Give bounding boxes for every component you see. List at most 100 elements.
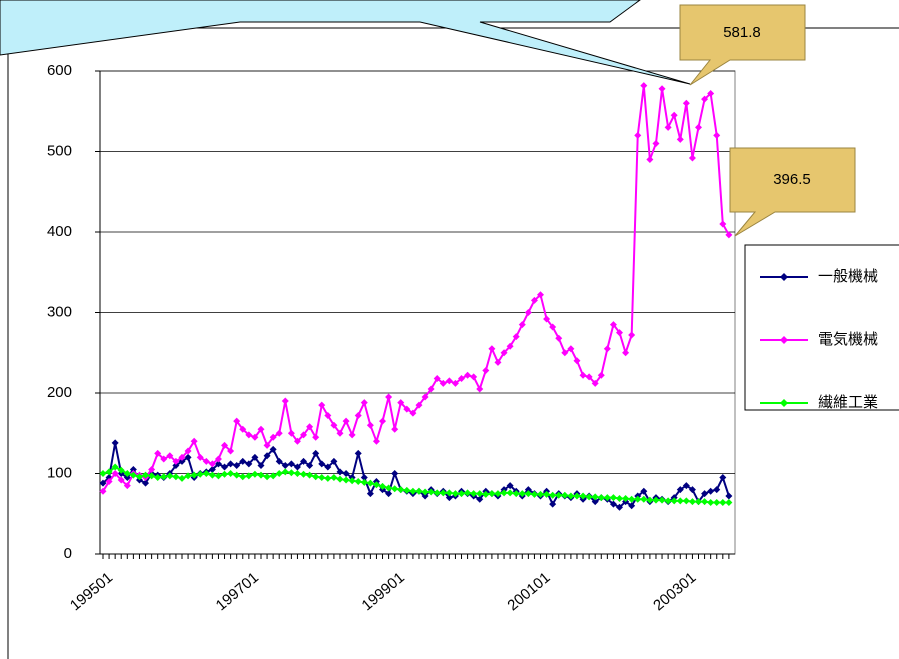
marker bbox=[208, 471, 216, 479]
marker bbox=[275, 429, 283, 437]
legend-box bbox=[744, 244, 899, 411]
marker bbox=[518, 490, 526, 498]
marker bbox=[160, 473, 168, 481]
marker bbox=[324, 412, 332, 420]
marker bbox=[281, 397, 289, 405]
marker bbox=[543, 315, 551, 323]
marker bbox=[640, 487, 648, 495]
marker bbox=[184, 453, 192, 461]
marker bbox=[445, 494, 453, 502]
marker bbox=[707, 498, 715, 506]
marker bbox=[300, 431, 308, 439]
marker bbox=[482, 366, 490, 374]
marker bbox=[537, 291, 545, 299]
marker bbox=[257, 461, 265, 469]
marker bbox=[603, 345, 611, 353]
marker bbox=[142, 471, 150, 479]
marker bbox=[202, 470, 210, 477]
legend-label: 繊維工業 bbox=[818, 394, 878, 411]
marker bbox=[99, 479, 107, 487]
legend-label: 電気機械 bbox=[818, 331, 878, 348]
callout-label: 396.5 bbox=[773, 171, 811, 188]
marker bbox=[99, 470, 107, 477]
marker bbox=[214, 460, 222, 468]
y-tick-label: 400 bbox=[47, 223, 72, 240]
marker bbox=[609, 321, 617, 329]
marker bbox=[567, 492, 575, 500]
marker bbox=[670, 111, 678, 119]
marker bbox=[628, 495, 636, 503]
marker bbox=[646, 156, 654, 164]
marker bbox=[287, 460, 295, 468]
marker bbox=[105, 468, 113, 476]
marker bbox=[458, 375, 466, 383]
marker bbox=[336, 468, 344, 476]
marker bbox=[597, 494, 605, 502]
marker bbox=[640, 495, 648, 503]
marker bbox=[227, 470, 235, 477]
marker bbox=[701, 95, 709, 103]
marker bbox=[385, 484, 393, 492]
y-tick-label: 200 bbox=[47, 384, 72, 401]
marker bbox=[348, 477, 356, 485]
marker bbox=[634, 495, 642, 503]
marker bbox=[719, 220, 727, 228]
marker bbox=[342, 417, 350, 425]
marker bbox=[342, 476, 350, 484]
marker bbox=[591, 379, 599, 387]
marker bbox=[312, 449, 320, 457]
legend-label: 一般機械 bbox=[818, 268, 878, 285]
marker bbox=[166, 452, 174, 460]
marker bbox=[281, 468, 289, 476]
marker bbox=[567, 345, 575, 353]
marker bbox=[658, 496, 666, 504]
marker bbox=[196, 453, 204, 461]
marker bbox=[470, 490, 478, 498]
marker bbox=[707, 90, 715, 98]
marker bbox=[573, 357, 581, 365]
marker bbox=[190, 437, 198, 445]
marker bbox=[634, 131, 642, 139]
marker bbox=[676, 135, 684, 143]
marker bbox=[245, 431, 253, 439]
marker bbox=[555, 491, 563, 499]
marker bbox=[427, 488, 435, 496]
marker bbox=[500, 489, 508, 497]
marker bbox=[324, 463, 332, 471]
marker bbox=[549, 323, 557, 331]
marker bbox=[518, 321, 526, 329]
marker bbox=[622, 349, 630, 357]
marker bbox=[366, 479, 374, 487]
marker bbox=[172, 461, 180, 469]
marker bbox=[725, 231, 733, 239]
marker bbox=[579, 371, 587, 379]
marker bbox=[391, 425, 399, 433]
marker bbox=[439, 489, 447, 497]
marker bbox=[221, 441, 229, 449]
marker bbox=[695, 498, 703, 506]
marker bbox=[494, 358, 502, 366]
marker bbox=[464, 371, 472, 379]
marker bbox=[300, 457, 308, 465]
marker bbox=[506, 342, 514, 350]
marker bbox=[585, 493, 593, 501]
marker bbox=[476, 490, 484, 498]
marker bbox=[543, 490, 551, 498]
marker bbox=[281, 461, 289, 469]
marker bbox=[676, 486, 684, 494]
marker bbox=[464, 489, 472, 497]
marker bbox=[293, 437, 301, 445]
marker bbox=[530, 490, 538, 498]
marker bbox=[616, 494, 624, 502]
marker bbox=[603, 494, 611, 502]
marker bbox=[123, 474, 131, 482]
marker bbox=[227, 460, 235, 468]
marker bbox=[512, 490, 520, 498]
marker bbox=[682, 497, 690, 505]
marker bbox=[135, 473, 143, 481]
marker bbox=[196, 470, 204, 478]
y-tick-label: 600 bbox=[47, 62, 72, 79]
marker bbox=[445, 489, 453, 497]
marker bbox=[142, 479, 150, 487]
